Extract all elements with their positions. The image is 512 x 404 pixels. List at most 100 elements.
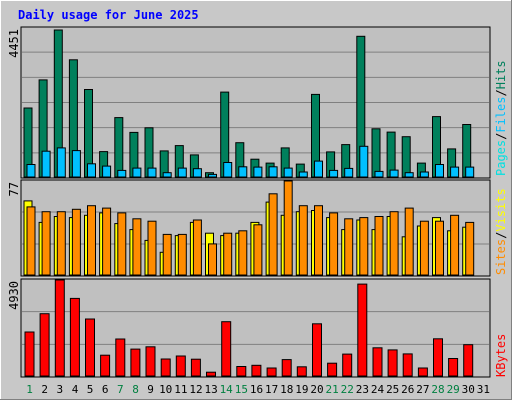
bar-kbytes-day-15 <box>236 366 247 377</box>
bar-files-day-24 <box>374 170 384 178</box>
day-label-21: 21 <box>325 383 338 396</box>
bar-sites-day-6 <box>102 207 112 276</box>
bar-sites-day-30 <box>465 221 475 276</box>
day-label-31: 31 <box>477 383 490 396</box>
bar-kbytes-day-14 <box>221 321 232 377</box>
y-label-text: Sites/Visits <box>494 188 508 275</box>
day-label-2: 2 <box>41 383 48 396</box>
bar-sites-day-26 <box>404 207 414 276</box>
bar-files-day-26 <box>404 172 414 178</box>
bar-files-day-25 <box>389 169 399 178</box>
day-label-15: 15 <box>235 383 248 396</box>
kbytes-y-axis-label: KBytes <box>494 334 508 377</box>
bar-files-day-8 <box>132 167 142 178</box>
hits-files-panel: 4451 Pages/Files/Hits <box>7 26 508 179</box>
bar-sites-day-5 <box>87 205 96 276</box>
bar-sites-day-9 <box>147 220 157 276</box>
day-label-20: 20 <box>310 383 323 396</box>
visits-sites-panel: 77 Sites/Visits <box>7 179 508 277</box>
bar-files-day-10 <box>162 172 172 178</box>
y-label-part: Files <box>494 97 508 133</box>
bar-files-day-9 <box>147 167 157 178</box>
day-label-28: 28 <box>431 383 444 396</box>
day-label-1: 1 <box>26 383 33 396</box>
visits-sites-bars <box>22 180 489 276</box>
day-label-27: 27 <box>416 383 429 396</box>
bar-sites-day-29 <box>450 214 460 276</box>
day-label-8: 8 <box>132 383 139 396</box>
bar-files-day-17 <box>268 166 278 178</box>
hits-files-max-label: 4451 <box>7 29 21 58</box>
bar-sites-day-12 <box>192 219 202 276</box>
bar-kbytes-day-16 <box>251 364 262 377</box>
hits-files-bars <box>22 29 489 178</box>
bar-sites-day-2 <box>41 211 51 276</box>
bar-sites-day-1 <box>26 206 36 276</box>
bar-hits-day-26 <box>401 136 411 178</box>
bar-hits-day-24 <box>371 128 381 178</box>
bar-sites-day-25 <box>389 211 399 276</box>
bar-kbytes-day-27 <box>417 367 428 377</box>
day-label-18: 18 <box>280 383 293 396</box>
bar-files-day-4 <box>71 150 81 178</box>
day-label-10: 10 <box>159 383 172 396</box>
bar-kbytes-day-13 <box>206 371 216 377</box>
day-axis-labels: 1 2 3 4 5 6 7 8 9 10 11 12 13 14 15 16 17 18 19 20 21 22 23 24 2… <box>26 383 490 396</box>
bar-sites-day-28 <box>435 220 444 276</box>
day-label-30: 30 <box>462 383 475 396</box>
day-label-7: 7 <box>117 383 124 396</box>
bar-files-day-19 <box>298 171 308 178</box>
bar-sites-day-11 <box>177 233 187 276</box>
day-label-13: 13 <box>204 383 217 396</box>
hits-files-y-axis-label: Pages/Files/Hits <box>494 60 508 176</box>
day-label-11: 11 <box>174 383 187 396</box>
bar-files-day-20 <box>314 160 323 178</box>
bar-kbytes-day-18 <box>281 359 292 377</box>
bar-kbytes-day-10 <box>160 358 171 377</box>
bar-kbytes-day-20 <box>312 323 322 377</box>
bar-sites-day-17 <box>268 193 278 276</box>
day-label-14: 14 <box>220 383 234 396</box>
bar-files-day-13 <box>208 173 217 178</box>
bar-sites-day-10 <box>162 233 172 276</box>
day-label-29: 29 <box>447 383 460 396</box>
bar-sites-day-7 <box>117 212 127 276</box>
bar-sites-day-24 <box>374 216 384 276</box>
bar-files-day-14 <box>223 162 233 178</box>
y-label-part: Hits <box>494 60 508 89</box>
bar-sites-day-13 <box>208 243 217 276</box>
day-label-23: 23 <box>356 383 369 396</box>
bar-kbytes-day-11 <box>175 355 186 377</box>
bar-files-day-2 <box>41 150 51 178</box>
y-label-part: / <box>494 89 508 96</box>
bar-kbytes-day-3 <box>54 279 65 377</box>
bar-files-day-5 <box>87 163 96 178</box>
bar-kbytes-day-17 <box>266 367 277 377</box>
kbytes-max-label: 4930 <box>7 281 21 310</box>
chart-title: Daily usage for June 2025 <box>18 8 199 22</box>
bar-files-day-30 <box>465 166 475 178</box>
day-label-25: 25 <box>386 383 399 396</box>
bar-sites-day-21 <box>329 212 339 276</box>
bar-files-day-11 <box>177 167 187 178</box>
y-label-part: / <box>494 133 508 140</box>
bar-sites-day-16 <box>253 224 263 276</box>
day-label-5: 5 <box>87 383 94 396</box>
bar-sites-day-20 <box>314 205 323 276</box>
bar-kbytes-day-24 <box>372 347 383 377</box>
bar-kbytes-day-21 <box>327 362 338 377</box>
bar-sites-day-22 <box>344 218 354 276</box>
bar-files-day-6 <box>102 165 112 178</box>
y-label-text: Pages/Files/Hits <box>494 60 508 176</box>
visits-sites-y-axis-label: Sites/Visits <box>494 188 508 275</box>
bar-kbytes-day-30 <box>463 344 474 377</box>
day-label-19: 19 <box>295 383 308 396</box>
bar-files-day-27 <box>419 171 429 178</box>
day-label-6: 6 <box>102 383 109 396</box>
bar-sites-day-27 <box>419 220 429 276</box>
y-label-part: Sites <box>494 239 508 275</box>
bar-sites-day-18 <box>283 180 293 276</box>
bar-sites-day-3 <box>56 211 66 276</box>
